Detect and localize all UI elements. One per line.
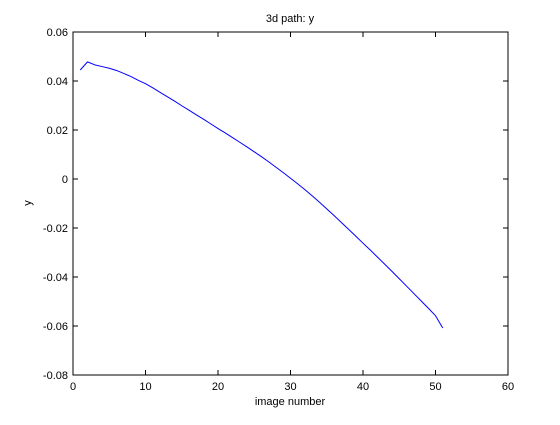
- x-tick-label: 0: [70, 381, 76, 393]
- y-tick-label: 0.06: [47, 27, 68, 39]
- y-tick-label: -0.04: [43, 272, 68, 284]
- x-tick-label: 40: [357, 381, 369, 393]
- x-tick-label: 60: [502, 381, 514, 393]
- x-axis-label: image number: [255, 396, 326, 408]
- y-tick-label: 0: [62, 174, 68, 186]
- y-tick-labels: -0.08 -0.06 -0.04 -0.02 0 0.02 0.04 0.06: [43, 27, 68, 382]
- series-layer: [79, 61, 444, 329]
- series-line-0: [79, 61, 444, 329]
- axes-frame: [72, 31, 509, 376]
- x-tick-label: 10: [139, 381, 151, 393]
- y-tick-label: -0.06: [43, 321, 68, 333]
- y-tick-label: 0.04: [47, 76, 68, 88]
- x-tick-label: 20: [212, 381, 224, 393]
- y-tick-label: -0.02: [43, 223, 68, 235]
- axes-background: [73, 32, 508, 375]
- chart-title: 3d path: y: [266, 13, 315, 25]
- y-axis-label: y: [22, 200, 34, 206]
- y-tick-label: 0.02: [47, 125, 68, 137]
- x-tick-label: 30: [284, 381, 296, 393]
- x-tick-labels: 0 10 20 30 40 50 60: [70, 381, 514, 393]
- y-tick-label: -0.08: [43, 370, 68, 382]
- x-tick-label: 50: [429, 381, 441, 393]
